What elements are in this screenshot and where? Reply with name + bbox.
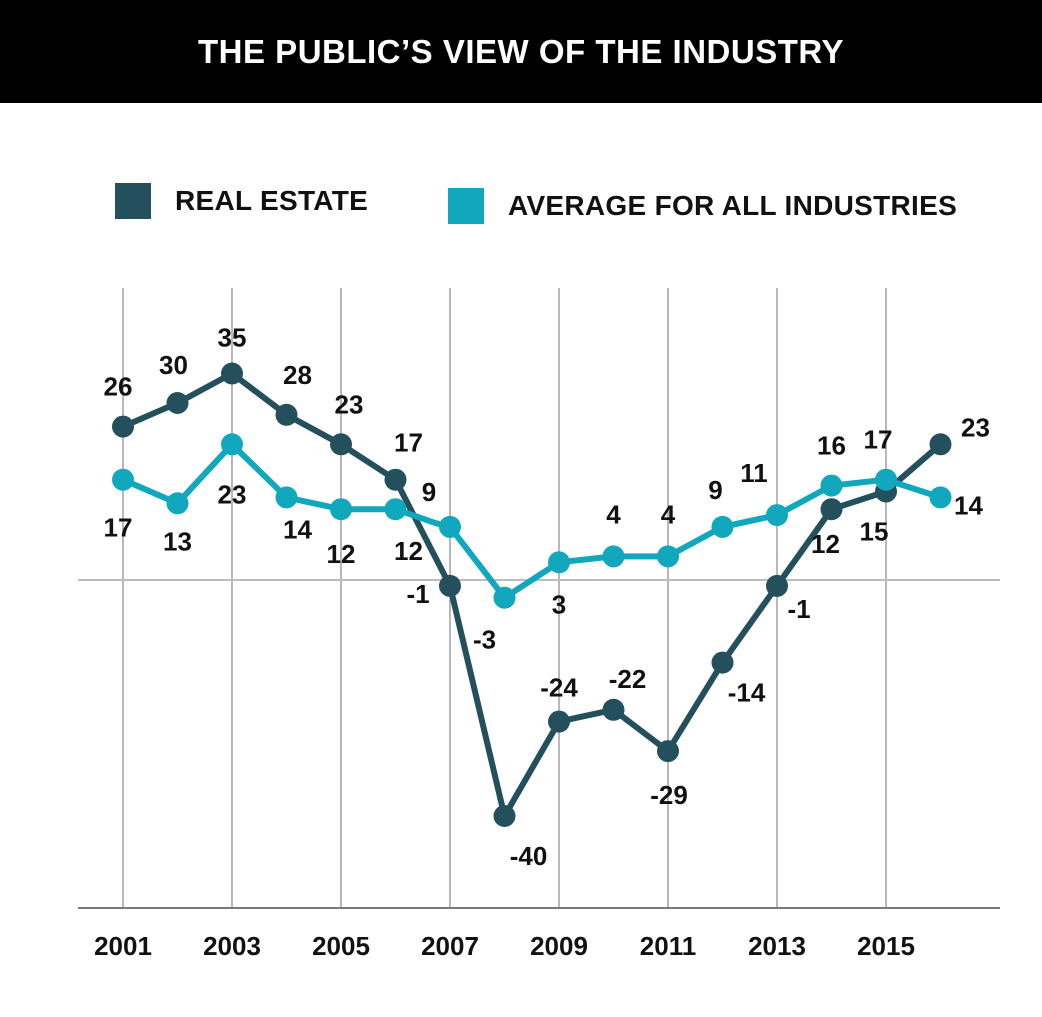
data-label-real-estate: -1 — [787, 594, 810, 624]
data-label-real-estate: 23 — [335, 389, 364, 419]
data-point-real-estate — [330, 433, 352, 456]
data-labels: 26 30 35 28 23 17 -1 -40 -24 -22 -29 -14 -1 12 15 23 17 1… — [104, 323, 990, 872]
data-label-real-estate: -14 — [728, 678, 766, 708]
x-tick-label: 2005 — [312, 931, 370, 961]
data-point-real-estate — [112, 415, 134, 438]
title-bar: THE PUBLIC’S VIEW OF THE INDUSTRY — [0, 0, 1042, 103]
data-point-average — [221, 433, 243, 456]
grid — [78, 288, 1000, 909]
data-point-real-estate — [711, 651, 734, 674]
data-point-real-estate — [439, 574, 461, 597]
data-point-average — [766, 504, 788, 527]
data-point-average — [929, 486, 952, 509]
data-label-average: 23 — [218, 479, 247, 509]
data-label-average: 14 — [954, 490, 983, 520]
data-label-real-estate: -40 — [510, 841, 548, 871]
x-axis-ticks: 2001 2003 2005 2007 2009 2011 2013 2015 — [94, 931, 915, 961]
data-label-average: 13 — [163, 526, 192, 556]
data-point-average — [112, 468, 134, 491]
data-point-average — [166, 492, 189, 515]
data-label-average: -3 — [473, 625, 496, 655]
data-label-real-estate: -1 — [406, 579, 429, 609]
data-point-average — [439, 515, 461, 538]
data-point-average — [493, 586, 516, 609]
data-point-real-estate — [166, 392, 189, 414]
data-point-average — [275, 486, 298, 509]
data-label-average: 4 — [606, 499, 621, 529]
x-tick-label: 2011 — [640, 931, 696, 961]
data-point-real-estate — [275, 403, 298, 426]
legend-swatch-average — [448, 188, 484, 224]
data-label-real-estate: 12 — [811, 529, 840, 559]
data-label-average: 14 — [283, 514, 312, 544]
data-point-real-estate — [766, 574, 788, 597]
legend-swatch-real-estate — [115, 183, 151, 219]
data-point-real-estate — [493, 805, 516, 827]
data-label-average: 16 — [817, 431, 846, 461]
data-label-real-estate: 15 — [860, 517, 889, 547]
x-tick-label: 2013 — [748, 931, 806, 961]
data-point-real-estate — [221, 362, 243, 385]
data-label-average: 3 — [552, 589, 566, 619]
legend-label-real-estate: REAL ESTATE — [175, 185, 369, 216]
data-label-real-estate: 26 — [104, 372, 133, 402]
data-label-average: 17 — [864, 425, 893, 455]
data-label-real-estate: 35 — [218, 323, 247, 353]
data-label-average: 11 — [740, 458, 768, 488]
data-label-real-estate: -24 — [540, 673, 578, 703]
x-tick-label: 2015 — [857, 931, 915, 961]
legend-label-average: AVERAGE FOR ALL INDUSTRIES — [508, 190, 958, 221]
data-point-average — [875, 468, 897, 491]
data-label-average: 9 — [708, 475, 722, 505]
data-label-average: 9 — [422, 477, 436, 507]
data-point-real-estate — [929, 433, 952, 456]
series-line-real-estate — [120, 370, 944, 819]
data-point-average — [820, 474, 843, 497]
data-point-average — [330, 498, 352, 521]
data-label-average: 12 — [327, 539, 356, 569]
legend-item-real-estate: REAL ESTATE — [115, 183, 368, 219]
data-label-average: 12 — [394, 536, 423, 566]
x-tick-label: 2001 — [94, 931, 152, 961]
data-point-average — [384, 498, 407, 521]
series-line-average — [120, 441, 944, 601]
data-point-average — [602, 545, 625, 568]
data-point-real-estate — [820, 498, 843, 521]
data-point-average — [548, 551, 570, 574]
data-label-real-estate: 28 — [283, 360, 312, 390]
data-label-real-estate: 17 — [394, 428, 423, 458]
series-points — [112, 362, 952, 827]
data-point-real-estate — [602, 698, 625, 721]
data-label-real-estate: -29 — [650, 780, 688, 810]
data-point-average — [711, 515, 734, 538]
data-point-real-estate — [384, 468, 407, 491]
x-tick-label: 2007 — [421, 931, 479, 961]
x-tick-label: 2009 — [530, 931, 588, 961]
data-label-real-estate: 30 — [159, 350, 188, 380]
chart-title: THE PUBLIC’S VIEW OF THE INDUSTRY — [198, 32, 844, 70]
data-point-real-estate — [657, 740, 679, 763]
data-label-average: 17 — [104, 513, 133, 543]
legend-item-average: AVERAGE FOR ALL INDUSTRIES — [448, 188, 957, 224]
data-point-average — [657, 545, 679, 568]
data-label-real-estate: 23 — [961, 412, 990, 442]
data-point-real-estate — [548, 710, 570, 733]
data-label-average: 4 — [661, 499, 676, 529]
x-tick-label: 2003 — [203, 931, 261, 961]
data-label-real-estate: -22 — [609, 664, 647, 694]
